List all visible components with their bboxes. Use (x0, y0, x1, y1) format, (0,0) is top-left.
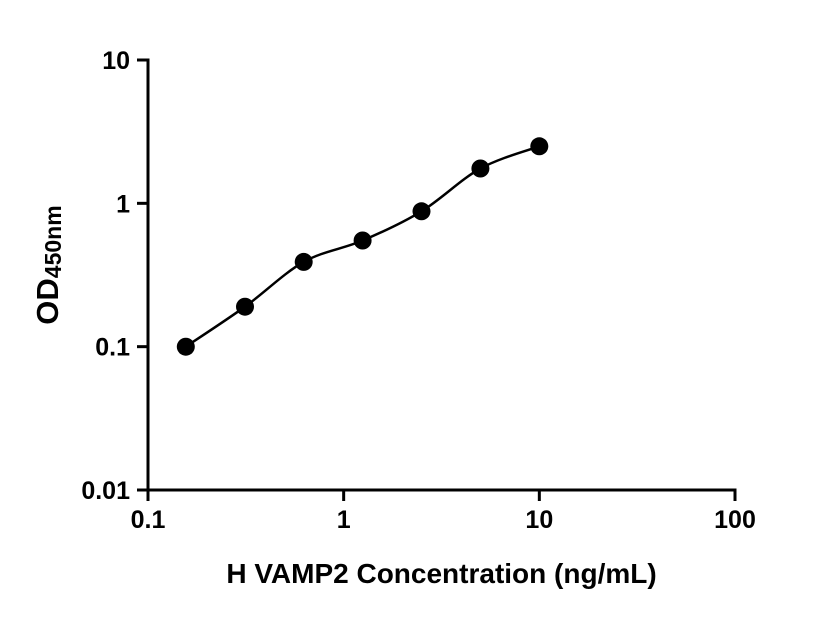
x-axis-tick-label: 10 (525, 506, 553, 534)
y-axis-tick-label: 10 (102, 47, 130, 75)
y-axis-title: OD450nm (30, 167, 66, 363)
x-axis-tick-label: 0.1 (131, 506, 166, 534)
data-point (412, 202, 431, 221)
data-point (294, 252, 313, 271)
data-point (353, 231, 372, 250)
data-point (176, 337, 195, 356)
y-axis-title-main: OD (30, 278, 65, 325)
y-axis-tick-label: 1 (116, 190, 130, 218)
y-axis-title-sub: 450nm (40, 205, 66, 279)
x-axis-tick-label: 100 (714, 506, 756, 534)
axis-lines (146, 58, 737, 492)
x-axis-tick-label: 1 (337, 506, 351, 534)
data-point (530, 137, 549, 156)
data-point (471, 159, 490, 178)
x-axis-title: H VAMP2 Concentration (ng/mL) (226, 558, 657, 589)
y-axis-tick-label: 0.1 (95, 334, 130, 362)
data-point (236, 297, 254, 316)
y-axis-tick-label: 0.01 (81, 477, 130, 505)
